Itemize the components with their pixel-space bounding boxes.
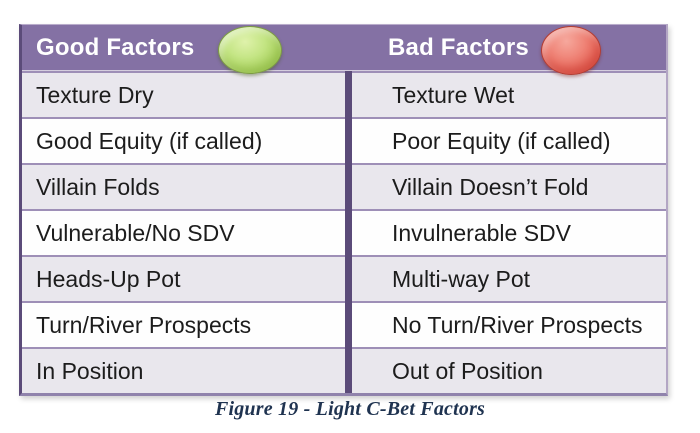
table-row: Heads-Up Pot Multi-way Pot bbox=[22, 255, 666, 301]
bad-factor-cell: Villain Doesn’t Fold bbox=[352, 165, 666, 209]
table-row: Texture Dry Texture Wet bbox=[22, 71, 666, 117]
bad-factor-cell: Texture Wet bbox=[352, 73, 666, 117]
table-body: Texture Dry Texture Wet Good Equity (if ca… bbox=[22, 71, 666, 393]
bad-factor-cell: Poor Equity (if called) bbox=[352, 119, 666, 163]
good-factor-cell: Turn/River Prospects bbox=[22, 303, 352, 347]
bad-factor-cell: Invulnerable SDV bbox=[352, 211, 666, 255]
good-factor-cell: Villain Folds bbox=[22, 165, 352, 209]
red-circle-icon bbox=[541, 26, 601, 75]
table-row: Villain Folds Villain Doesn’t Fold bbox=[22, 163, 666, 209]
table-row: In Position Out of Position bbox=[22, 347, 666, 393]
bad-factor-cell: Multi-way Pot bbox=[352, 257, 666, 301]
good-factor-cell: Heads-Up Pot bbox=[22, 257, 352, 301]
bad-factor-cell: Out of Position bbox=[352, 349, 666, 393]
good-factor-cell: Vulnerable/No SDV bbox=[22, 211, 352, 255]
good-factor-cell: Texture Dry bbox=[22, 73, 352, 117]
table-row: Good Equity (if called) Poor Equity (if c… bbox=[22, 117, 666, 163]
table-row: Vulnerable/No SDV Invulnerable SDV bbox=[22, 209, 666, 255]
green-circle-icon bbox=[218, 26, 282, 74]
figure-caption: Figure 19 - Light C-Bet Factors bbox=[214, 398, 486, 420]
good-factor-cell: In Position bbox=[22, 349, 352, 393]
table-header-row: Good Factors Bad Factors bbox=[22, 25, 666, 75]
good-factor-cell: Good Equity (if called) bbox=[22, 119, 352, 163]
good-factors-header-label: Good Factors bbox=[36, 33, 195, 61]
table-row: Turn/River Prospects No Turn/River Prospe… bbox=[22, 301, 666, 347]
cbet-factors-table: Good Factors Bad Factors Texture Dry Text… bbox=[19, 24, 668, 396]
bad-factor-cell: No Turn/River Prospects bbox=[352, 303, 666, 347]
bad-factors-header-label: Bad Factors bbox=[388, 33, 529, 61]
column-divider bbox=[345, 71, 352, 393]
